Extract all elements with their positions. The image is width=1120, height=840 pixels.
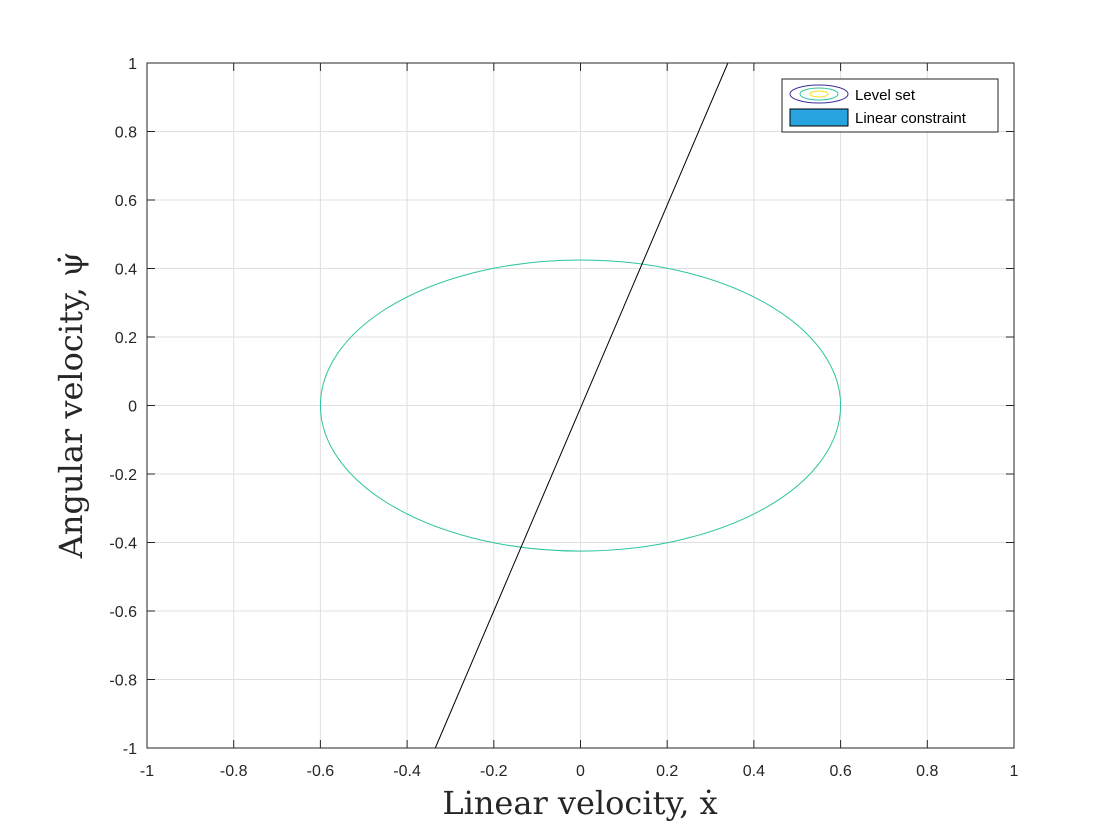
legend: Level set Linear constraint — [781, 78, 999, 133]
y-tick-label: -0.4 — [109, 536, 137, 553]
x-tick-label: -0.4 — [393, 763, 421, 780]
x-tick-label: 0.4 — [743, 763, 765, 780]
x-tick-label: -1 — [140, 763, 154, 780]
x-tick-label: 0 — [576, 763, 585, 780]
level-set-contour — [319, 259, 842, 552]
y-tick-label: 0 — [128, 399, 137, 416]
data-layer — [319, 62, 842, 749]
legend-level-set-icon — [789, 84, 849, 104]
x-tick-label: -0.8 — [220, 763, 248, 780]
y-tick-label: 0.6 — [115, 193, 137, 210]
x-tick-label: -0.6 — [307, 763, 335, 780]
y-tick-label: 1 — [128, 56, 137, 73]
y-tick-label: -0.8 — [109, 673, 137, 690]
x-tick-label: -0.2 — [480, 763, 508, 780]
y-tick-label: -1 — [123, 741, 137, 758]
x-tick-label: 0.8 — [916, 763, 938, 780]
legend-label-linear-constraint: Linear constraint — [855, 110, 967, 127]
x-tick-label: 1 — [1010, 763, 1019, 780]
x-tick-label: 0.6 — [829, 763, 851, 780]
y-tick-label: 0.8 — [115, 125, 137, 142]
y-axis-label: Angular velocity, ψ̇ — [52, 252, 90, 559]
y-tick-label: -0.2 — [109, 467, 137, 484]
linear-constraint-line — [434, 62, 729, 749]
legend-label-level-set: Level set — [855, 87, 916, 104]
y-tick-label: 0.4 — [115, 262, 137, 279]
y-tick-label: -0.6 — [109, 604, 137, 621]
ticks: -1 -0.8 -0.6 -0.4 -0.2 0 0.2 0.4 0.6 0.8 1 -1 -0.8 -0… — [109, 56, 1018, 780]
x-tick-label: 0.2 — [656, 763, 678, 780]
legend-linear-constraint-swatch — [789, 108, 849, 127]
x-axis-label: Linear velocity, ẋ — [442, 784, 717, 822]
y-tick-label: 0.2 — [115, 330, 137, 347]
